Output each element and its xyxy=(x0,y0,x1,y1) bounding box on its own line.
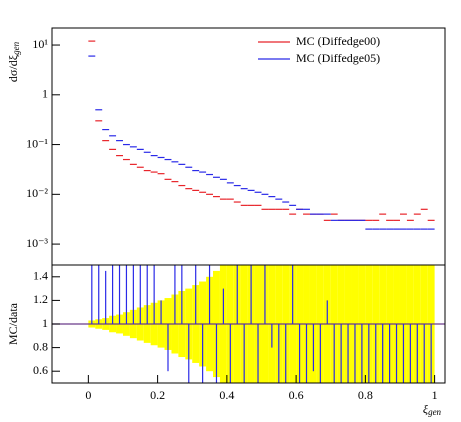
ratio-band xyxy=(406,265,414,383)
x-tick-label: 0.4 xyxy=(219,388,234,402)
x-axis-title-sub: gen xyxy=(428,407,441,417)
y-tick-label: 10⁻¹ xyxy=(26,136,48,150)
ratio-band xyxy=(386,265,394,383)
y-tick-label: 10⁻³ xyxy=(26,236,48,250)
ratio-band xyxy=(379,265,387,383)
ratio-band xyxy=(330,265,338,383)
y-tick-label: 10⁻² xyxy=(26,186,48,200)
y-tick-label: 1 xyxy=(42,316,48,330)
ratio-band xyxy=(309,265,317,383)
ratio-band xyxy=(399,265,407,383)
ratio-band xyxy=(254,265,262,383)
y-tick-label: 10¹ xyxy=(32,37,48,51)
ratio-band xyxy=(344,265,352,383)
y-axis-title-sub: gen xyxy=(11,41,21,54)
y-tick-label: 1.4 xyxy=(33,269,48,283)
x-axis-title-main: ξ xyxy=(423,402,429,416)
ratio-band xyxy=(393,265,400,383)
ratio-band xyxy=(413,265,421,383)
ratio-mark-group xyxy=(52,265,445,383)
ratio-band xyxy=(316,265,324,383)
ratio-band xyxy=(372,265,380,383)
ratio-band xyxy=(303,265,310,383)
x-tick-label: 1 xyxy=(432,388,438,402)
legend-label: MC (Diffedge05) xyxy=(296,51,380,65)
y-axis-title-main: dσ/dξ xyxy=(6,54,20,82)
ratio-band xyxy=(268,265,276,383)
y-tick-label: 1.2 xyxy=(33,292,48,306)
legend-label: MC (Diffedge00) xyxy=(296,34,380,48)
ratio-band xyxy=(420,265,428,383)
x-tick-label: 0.8 xyxy=(358,388,373,402)
hist-mark-group xyxy=(88,40,435,230)
y-tick-label: 0.6 xyxy=(33,363,48,377)
x-axis-title: ξgen xyxy=(423,402,442,417)
y-tick-label: 0.8 xyxy=(33,339,48,353)
ratio-band xyxy=(337,265,345,383)
x-tick-label: 0 xyxy=(85,388,91,402)
axes: 10¹ 1 10⁻¹ 10⁻² 10⁻³ MC (Diffedge00) MC (Diffe… xyxy=(6,34,442,417)
y-tick-label: 1 xyxy=(42,87,48,101)
x-tick-label: 0.2 xyxy=(150,388,165,402)
x-tick-label: 0.6 xyxy=(289,388,304,402)
y-axis-title: dσ/dξgen xyxy=(6,41,21,82)
y-axis-title: MC/data xyxy=(6,302,20,345)
ratio-band xyxy=(275,265,283,383)
